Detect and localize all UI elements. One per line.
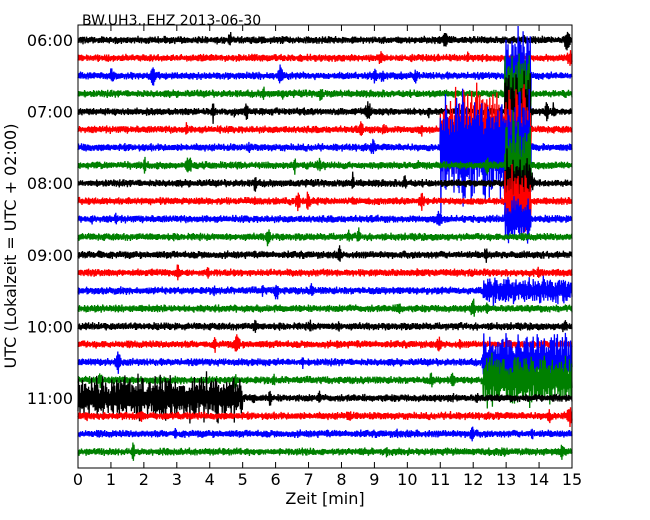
y-tick-label: 06:00 [27, 31, 73, 50]
x-axis-ticks: 0 1 2 3 4 5 6 7 8 9 10 11 12 13 14 15 [73, 25, 582, 489]
y-tick-label: 10:00 [27, 317, 73, 336]
trace-15 [77, 275, 573, 307]
trace-23 [77, 426, 573, 442]
trace-13 [77, 245, 573, 263]
x-tick-label: 15 [562, 470, 582, 489]
x-axis-label: Zeit [min] [285, 489, 364, 508]
trace-1 [77, 31, 573, 51]
x-tick-label: 4 [205, 470, 215, 489]
y-tick-label: 09:00 [27, 246, 73, 265]
trace-17 [77, 319, 573, 333]
trace-7 [77, 88, 573, 214]
x-tick-label: 14 [529, 470, 549, 489]
trace-22 [77, 407, 573, 428]
y-tick-label: 11:00 [27, 389, 73, 408]
x-tick-label: 8 [336, 470, 346, 489]
x-tick-label: 0 [73, 470, 83, 489]
x-tick-label: 9 [369, 470, 379, 489]
trace-8 [77, 110, 573, 216]
trace-9 [77, 148, 573, 218]
chart-title: BW.UH3..EHZ 2013-06-30 [82, 13, 261, 29]
trace-10 [77, 164, 573, 235]
trace-11 [77, 196, 573, 244]
y-tick-label: 07:00 [27, 103, 73, 122]
plot-frame [77, 24, 573, 469]
trace-21 [77, 371, 573, 424]
seismogram-traces [77, 25, 573, 461]
trace-2 [77, 50, 573, 66]
trace-16 [77, 298, 573, 317]
y-axis-label: UTC (Lokalzeit = UTC + 02:00) [1, 124, 20, 369]
y-tick-label: 08:00 [27, 174, 73, 193]
trace-14 [77, 264, 573, 281]
trace-4 [77, 53, 573, 145]
trace-24 [77, 442, 573, 461]
x-tick-label: 10 [397, 470, 417, 489]
x-tick-label: 6 [271, 470, 281, 489]
trace-12 [77, 227, 573, 247]
trace-3 [77, 25, 573, 132]
x-tick-label: 11 [430, 470, 450, 489]
x-tick-label: 1 [106, 470, 116, 489]
x-tick-label: 3 [172, 470, 182, 489]
x-tick-label: 7 [303, 470, 313, 489]
x-tick-label: 13 [496, 470, 516, 489]
x-tick-label: 12 [463, 470, 483, 489]
y-axis-ticks: 06:00 07:00 08:00 09:00 10:00 11:00 [27, 31, 572, 408]
x-tick-label: 5 [238, 470, 248, 489]
x-tick-label: 2 [139, 470, 149, 489]
trace-19 [77, 332, 573, 392]
